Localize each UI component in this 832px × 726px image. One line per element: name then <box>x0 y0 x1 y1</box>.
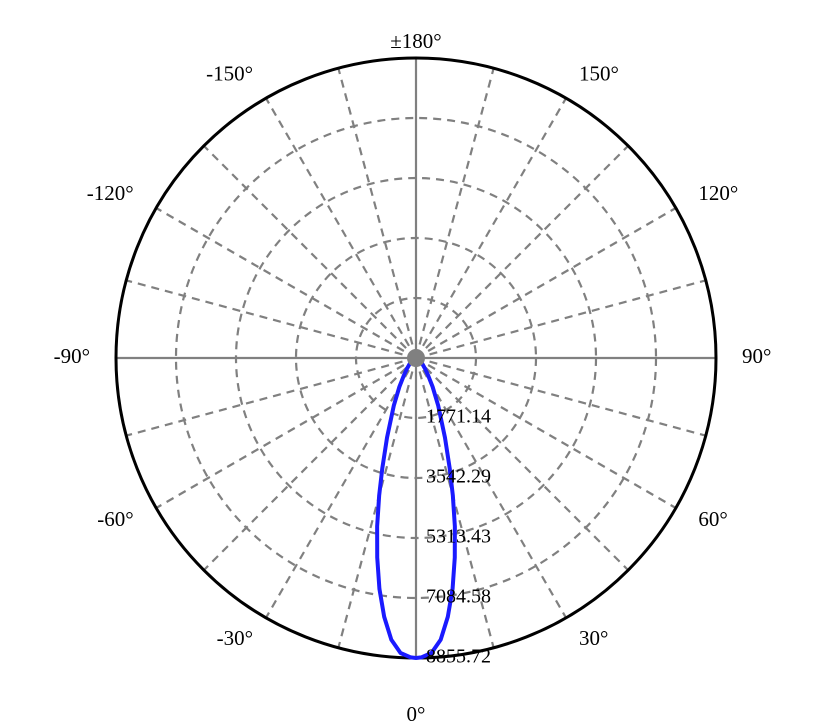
radial-tick-label: 7084.58 <box>426 586 491 608</box>
radial-tick-label: 3542.29 <box>426 466 491 488</box>
angle-tick-label: 30° <box>579 626 608 650</box>
center-dot <box>407 349 425 367</box>
angle-tick-label: 120° <box>698 181 738 205</box>
polar-svg: 1771.14 3542.29 5313.43 7084.58 8855.72 0° 30°… <box>0 0 832 726</box>
angle-tick-label: -150° <box>206 61 253 85</box>
radial-tick-label: 5313.43 <box>426 526 491 548</box>
angle-tick-label: 90° <box>742 344 771 368</box>
angle-tick-label: -120° <box>87 181 134 205</box>
angle-tick-label: ±180° <box>390 29 441 53</box>
angle-tick-label: -90° <box>54 344 90 368</box>
radial-tick-label: 8855.72 <box>426 646 491 668</box>
polar-chart: 1771.14 3542.29 5313.43 7084.58 8855.72 0° 30°… <box>0 0 832 726</box>
angle-tick-label: 150° <box>579 61 619 85</box>
angle-tick-label: 0° <box>407 702 426 726</box>
angle-tick-label: 60° <box>698 507 727 531</box>
angle-tick-label: -60° <box>97 507 133 531</box>
angle-tick-label: -30° <box>217 626 253 650</box>
radial-tick-label: 1771.14 <box>426 406 491 428</box>
